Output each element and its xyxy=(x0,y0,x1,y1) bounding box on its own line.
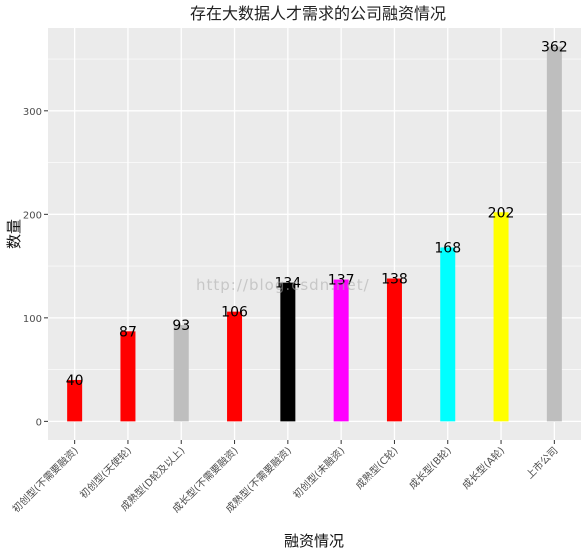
data-label: 87 xyxy=(119,324,137,340)
y-axis: 0 100 200 300 xyxy=(23,107,48,428)
x-axis-title: 融资情况 xyxy=(284,532,344,550)
x-tick-label: 成长型(B轮) xyxy=(406,444,454,492)
plot-panel xyxy=(48,28,581,440)
y-tick-label: 300 xyxy=(23,107,42,118)
y-axis-title: 数量 xyxy=(5,219,23,249)
data-label: 106 xyxy=(221,305,248,321)
data-label: 202 xyxy=(488,205,515,221)
y-tick-label: 200 xyxy=(23,210,42,221)
data-label: 362 xyxy=(541,40,568,56)
x-axis: 初创型(不需要融资)初创型(天使轮)成熟型(D轮及以上)成长型(不需要融资)成熟… xyxy=(9,440,560,515)
bar xyxy=(67,379,83,422)
x-tick-label: 初创型(天使轮) xyxy=(77,444,134,501)
bar xyxy=(173,325,189,422)
x-tick-label: 初创型(不需要融资) xyxy=(9,444,80,515)
bar xyxy=(386,278,402,422)
x-tick-label: 成熟型(C轮) xyxy=(353,444,401,492)
x-tick-label: 上市公司 xyxy=(523,444,560,481)
chart-title: 存在大数据人才需求的公司融资情况 xyxy=(190,4,446,23)
bar xyxy=(280,282,296,422)
data-label: 138 xyxy=(381,272,408,288)
x-tick-label: 成长型(A轮) xyxy=(459,444,507,492)
bar xyxy=(227,311,243,422)
bar xyxy=(120,331,136,422)
data-label: 40 xyxy=(66,373,84,389)
bars xyxy=(67,46,562,422)
x-tick-label: 初创型(未融资) xyxy=(290,444,347,501)
bar xyxy=(493,212,509,422)
data-label: 137 xyxy=(328,273,355,289)
y-tick-label: 100 xyxy=(23,314,42,325)
y-tick-label: 0 xyxy=(36,417,42,428)
bar xyxy=(333,279,349,422)
data-label: 93 xyxy=(172,318,190,334)
bar xyxy=(546,46,562,422)
bar xyxy=(440,247,456,422)
value-labels: 40 87 93 106 134 137 138 168 202 362 xyxy=(66,40,568,389)
data-label: 134 xyxy=(274,276,301,292)
data-label: 168 xyxy=(434,240,461,256)
watermark-text: http://blog.csdn.net/ xyxy=(196,276,370,294)
